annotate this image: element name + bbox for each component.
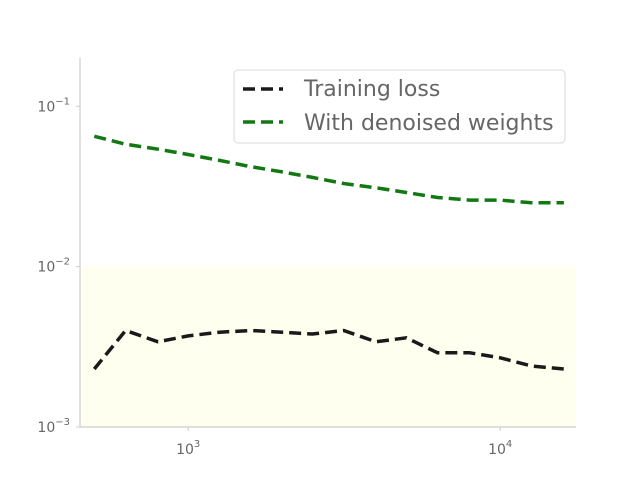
x-tick-label-1: 104 [488,439,512,458]
series-line-0 [92,328,565,371]
y-tick-label-2: 10−1 [37,96,70,115]
y-tick-label-1: 10−2 [37,257,70,276]
series-layer [92,134,565,371]
tick-layer: 10−3 10−2 10−1 103 104 [37,96,512,458]
legend-label-training-loss: Training loss [303,77,440,102]
legend-label-denoised-weights: With denoised weights [304,111,554,136]
legend-box [233,69,566,144]
y-tick-label-0: 10−3 [37,417,70,436]
shaded-region [80,266,576,427]
series-line-1 [93,134,564,205]
x-tick-label-0: 103 [176,439,200,458]
legend: Training loss With denoised weights [233,69,566,144]
